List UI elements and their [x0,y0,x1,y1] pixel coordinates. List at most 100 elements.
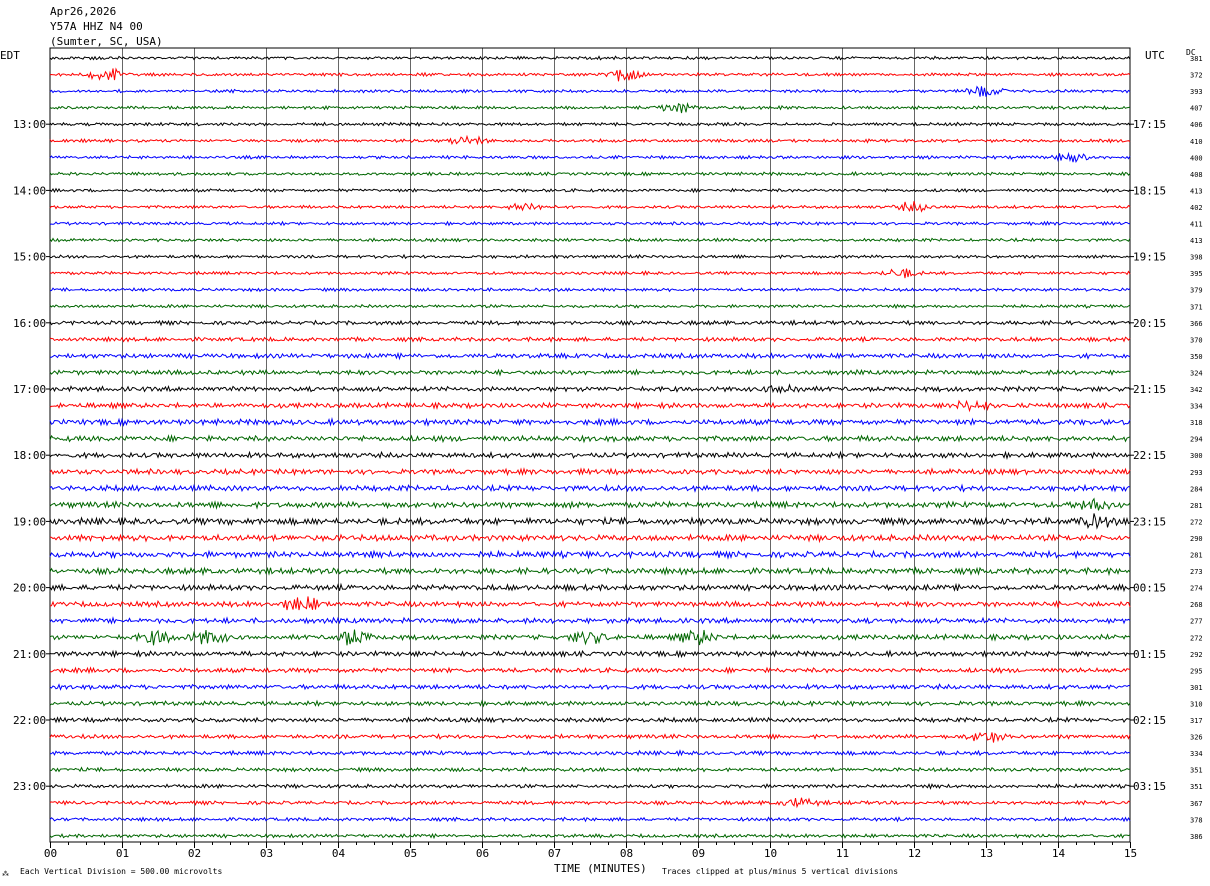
seismic-trace [49,682,1131,691]
dc-offset-label: 317 [1190,717,1203,725]
dc-offset-label: 406 [1190,121,1203,129]
dc-offset-label: 294 [1190,436,1203,444]
seismic-trace [49,201,1131,213]
seismic-trace [49,450,1131,461]
x-tick-label-12: 12 [908,847,921,860]
seismic-trace [49,335,1131,344]
seismic-trace [49,596,1131,611]
dc-offset-label: 326 [1190,734,1203,742]
seismic-trace [49,67,1131,82]
scale-note: Each Vertical Division = 500.00 microvol… [20,867,223,876]
dc-offset-label: 334 [1190,750,1203,758]
x-tick-label-01: 01 [116,847,129,860]
seismic-trace [49,533,1131,544]
seismic-trace [49,816,1131,823]
dc-offset-label: 293 [1190,469,1203,477]
dc-offset-label: 367 [1190,800,1203,808]
x-tick-label-00: 00 [44,847,57,860]
seismic-trace [49,268,1131,279]
x-tick-label-09: 09 [692,847,705,860]
seismic-trace [49,797,1131,809]
dc-offset-label: 342 [1190,386,1203,394]
seismic-trace [49,749,1131,757]
right-hour-label: 00:15 [1133,582,1166,595]
seismic-trace [49,832,1131,840]
seismic-trace [49,566,1131,577]
left-timezone-label: EDT [0,49,20,62]
dc-offset-label: 295 [1190,667,1203,675]
dc-offset-label: 290 [1190,535,1203,543]
dc-offset-label: 292 [1190,651,1203,659]
x-tick-label-06: 06 [476,847,489,860]
dc-offset-label: 281 [1190,502,1203,510]
seismic-trace [49,467,1131,477]
dc-offset-label: 400 [1190,154,1203,162]
dc-offset-label: 284 [1190,485,1203,493]
plot-grid [49,47,1131,848]
dc-offset-label: 310 [1190,700,1203,708]
dc-offset-label: 386 [1190,833,1203,841]
dc-offset-label: 281 [1190,552,1203,560]
dc-offset-label: 395 [1190,270,1203,278]
seismic-trace [49,513,1131,530]
seismic-trace [49,716,1131,724]
plot-frame [49,47,1131,843]
dc-offset-label: 407 [1190,105,1203,113]
seismic-trace [49,121,1131,127]
dc-offset-label: 413 [1190,187,1203,195]
seismic-trace [49,483,1131,493]
dc-offset-label: 370 [1190,336,1203,344]
dc-offset-label: 393 [1190,88,1203,96]
seismic-trace [50,253,1131,260]
seismic-trace [49,85,1131,97]
left-hour-label: 13:00 [13,118,46,131]
dc-offset-label: 371 [1190,303,1203,311]
left-hour-label: 14:00 [13,184,46,197]
x-tick-label-08: 08 [620,847,633,860]
right-hour-label: 19:15 [1133,251,1166,264]
seismic-trace [49,55,1131,61]
x-tick-label-05: 05 [404,847,417,860]
dc-offset-label: 351 [1190,767,1203,775]
seismic-trace [49,101,1131,114]
left-hour-label: 23:00 [13,780,46,793]
seismic-trace [49,383,1131,395]
x-tick-label-13: 13 [980,847,993,860]
dc-offset-label: 350 [1190,353,1203,361]
dc-offset-label: 300 [1190,452,1203,460]
dc-offset-label: 378 [1190,816,1203,824]
right-hour-label: 22:15 [1133,449,1166,462]
x-tick-label-03: 03 [260,847,273,860]
header-location: (Sumter, SC, USA) [50,35,163,48]
dc-offset-label: 366 [1190,320,1203,328]
right-hour-label: 03:15 [1133,780,1166,793]
right-hour-label: 20:15 [1133,317,1166,330]
seismic-traces [49,55,1131,840]
left-hour-label: 15:00 [13,251,46,264]
left-hour-label: 20:00 [13,582,46,595]
seismic-trace [49,187,1131,194]
seismic-trace [49,616,1131,625]
right-hour-label: 02:15 [1133,714,1166,727]
seismic-trace [49,766,1131,773]
x-tick-label-11: 11 [836,847,849,860]
header-station: Y57A HHZ N4 00 [50,20,143,33]
right-hour-label: 01:15 [1133,648,1166,661]
dc-offset-label: 324 [1190,369,1203,377]
seismic-trace [49,582,1131,593]
dc-offset-label: 301 [1190,684,1203,692]
dc-offset-label: 268 [1190,601,1203,609]
seismic-trace [49,151,1131,163]
dc-offset-label: 334 [1190,403,1203,411]
left-hour-label: 19:00 [13,515,46,528]
dc-offset-label: 318 [1190,419,1203,427]
dc-offset-label: 411 [1190,221,1203,229]
clip-note: Traces clipped at plus/minus 5 vertical … [662,867,899,876]
left-hour-label: 22:00 [13,714,46,727]
seismic-trace [49,433,1131,444]
seismic-trace [49,220,1131,227]
dc-offset-label: 410 [1190,138,1203,146]
dc-offset-label: 379 [1190,287,1203,295]
dc-offset-header: DC [1186,48,1196,57]
x-tick-label-04: 04 [332,847,346,860]
